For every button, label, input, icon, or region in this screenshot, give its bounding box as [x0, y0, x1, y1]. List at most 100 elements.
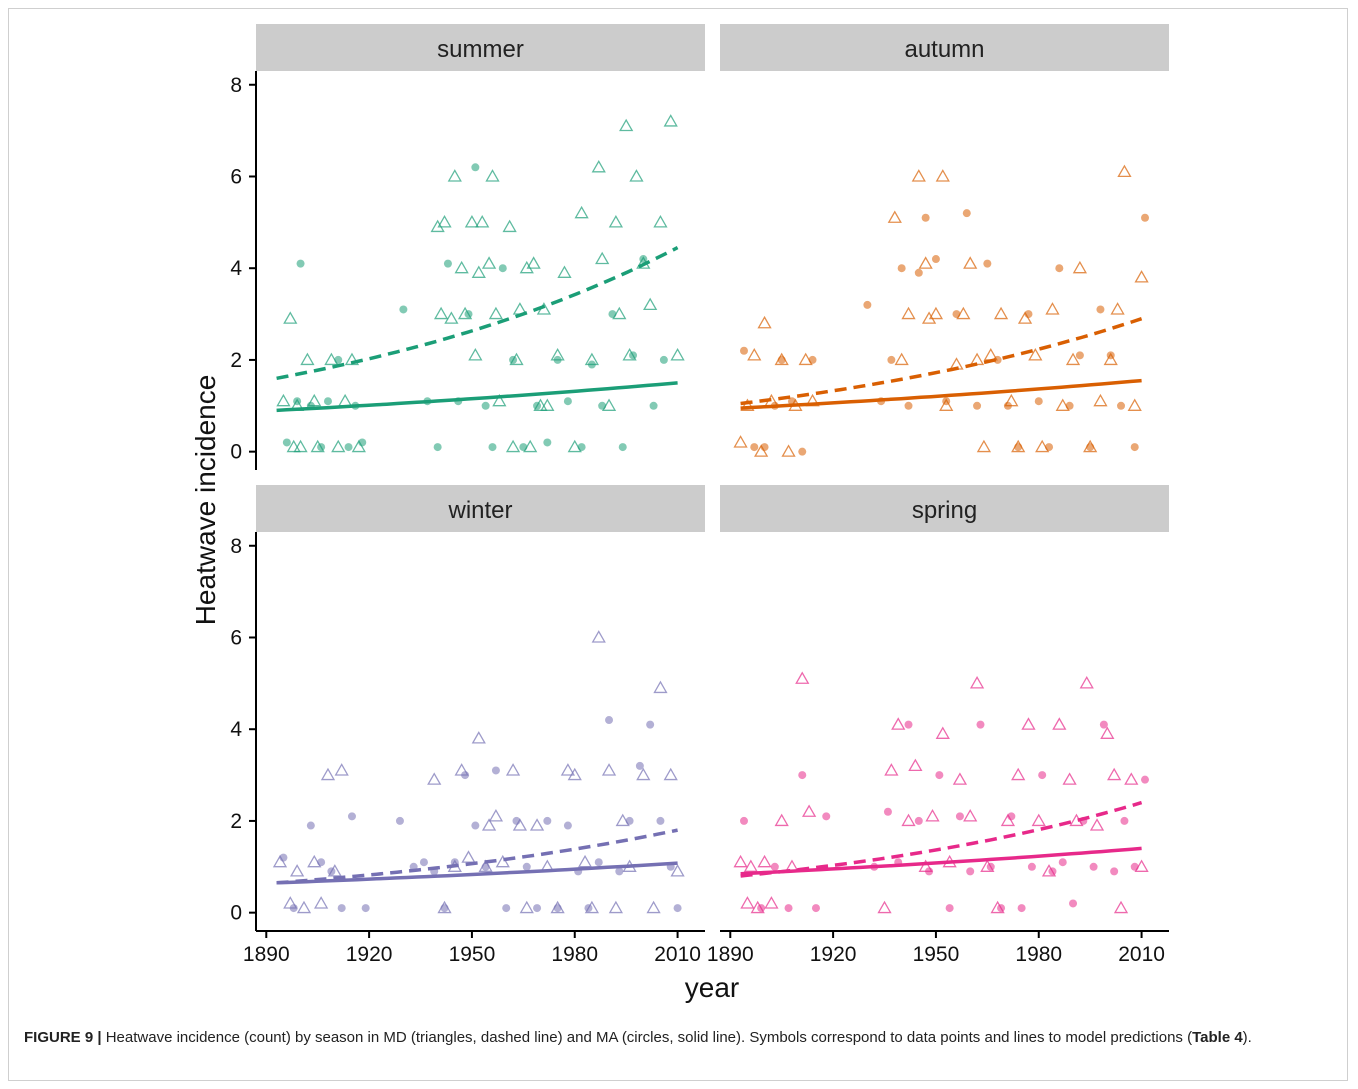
caption-text: Heatwave incidence (count) by season in … [101, 1029, 1193, 1046]
md-point [747, 348, 762, 361]
ma-point [533, 904, 542, 913]
facet-label: spring [912, 497, 977, 524]
ma-point [822, 812, 831, 821]
figure-frame [8, 8, 1348, 1081]
md-point [492, 393, 507, 407]
md-point [481, 256, 497, 269]
md-point [512, 818, 528, 831]
ma-point [966, 867, 975, 876]
ma-point [976, 720, 985, 729]
md-point [550, 348, 565, 361]
md-point [488, 809, 504, 822]
md-point [471, 731, 486, 744]
ma-point [618, 443, 627, 452]
md-point [1028, 348, 1043, 361]
md-point [935, 169, 950, 182]
ma-fit-line [740, 846, 1142, 876]
md-point [286, 439, 301, 453]
panel-summer: summer 0 2 4 6 8 [230, 24, 705, 470]
y-axis-title: Heatwave incidence [190, 375, 221, 626]
ma-point [983, 259, 992, 268]
md-point [1107, 767, 1122, 781]
md-point [1045, 302, 1060, 315]
md-point [427, 772, 442, 785]
ma-point [1141, 213, 1150, 222]
ma-point [471, 821, 480, 830]
md-point [757, 854, 772, 868]
md-point [990, 900, 1005, 914]
ma-point [1110, 867, 1119, 876]
md-point [740, 398, 755, 411]
ma-point [955, 812, 964, 821]
md-point [567, 439, 582, 453]
md-point [918, 859, 933, 872]
ma-point [498, 264, 507, 273]
md-point [331, 439, 346, 453]
md-fit-line [276, 246, 679, 381]
ma-point [306, 821, 315, 830]
md-point [901, 813, 916, 827]
panel-winter: winter 0 2 4 6 8 1890 1920 1950 1980 2010 [230, 485, 705, 966]
y-tick-label: 4 [230, 718, 242, 741]
ma-point [904, 720, 913, 729]
ma-point [1055, 264, 1064, 273]
y-tick-label: 6 [230, 626, 242, 649]
md-point [629, 169, 644, 182]
ma-point [1117, 401, 1126, 410]
md-point [1041, 864, 1057, 877]
md-point [296, 900, 312, 914]
md-point [557, 265, 572, 278]
md-point [622, 348, 637, 361]
ma-point [887, 355, 896, 364]
y-tick-label: 4 [230, 257, 242, 280]
md-point [550, 900, 565, 914]
md-point [433, 306, 449, 320]
facet-strip [256, 485, 705, 532]
ma-point [656, 816, 665, 825]
md-point [601, 763, 617, 776]
ma-point [883, 807, 892, 816]
md-point [781, 444, 796, 457]
md-point [454, 260, 469, 274]
ma-point [811, 904, 820, 913]
md-point [1055, 398, 1070, 411]
md-point [584, 352, 600, 366]
md-point [276, 393, 291, 407]
ma-point [649, 401, 658, 410]
md-point [877, 900, 892, 914]
x-tick-label: 1950 [449, 943, 496, 966]
ma-point [635, 761, 644, 770]
ma-point [750, 443, 759, 452]
ma-point [1027, 862, 1036, 871]
md-point [795, 671, 810, 684]
md-point [444, 311, 459, 324]
md-point [290, 864, 305, 877]
ma-point [784, 904, 793, 913]
ma-point [1089, 862, 1098, 871]
md-point [801, 804, 817, 817]
ma-point [1075, 351, 1084, 360]
md-point [956, 306, 971, 320]
md-point [636, 767, 651, 781]
md-point [457, 306, 473, 320]
ma-point [1120, 816, 1129, 825]
ma-point [543, 816, 552, 825]
md-point [939, 398, 954, 411]
md-point [505, 439, 521, 453]
md-point [293, 439, 308, 453]
ma-point [282, 438, 291, 447]
ma-point [1099, 720, 1108, 729]
ma-point [615, 867, 624, 876]
ma-point [646, 720, 655, 729]
ma-fit-line [276, 381, 678, 413]
md-point [430, 219, 445, 233]
ma-point [471, 163, 480, 172]
md-point [485, 169, 500, 182]
ma-point [897, 264, 906, 273]
md-point [619, 118, 634, 132]
ma-point [1130, 443, 1139, 452]
md-point [523, 439, 538, 453]
x-tick-label: 1980 [1015, 943, 1062, 966]
md-point [601, 398, 617, 411]
